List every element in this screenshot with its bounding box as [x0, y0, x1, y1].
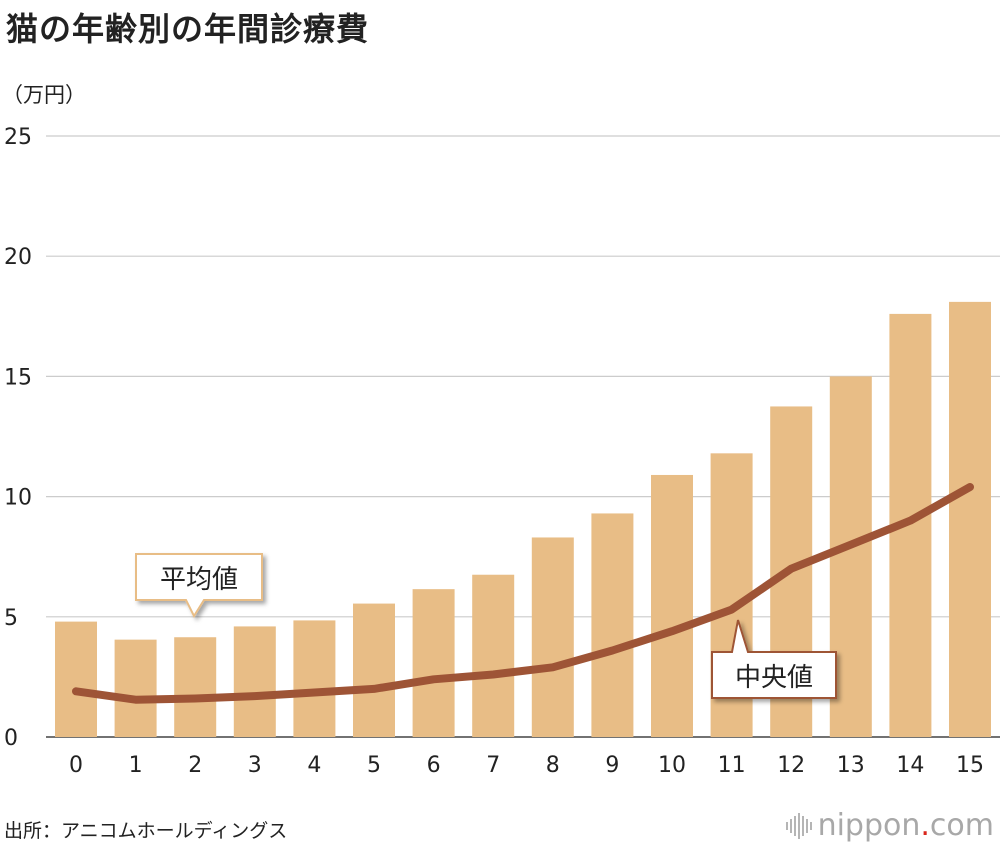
x-tick-label: 11 — [718, 753, 746, 778]
median-point — [609, 647, 616, 654]
x-axis-ticks: 0 1 2 3 4 5 6 7 8 9 10 11 12 13 14 15 — [69, 753, 984, 778]
bar — [651, 474, 693, 737]
bar — [114, 639, 157, 737]
bar — [949, 301, 991, 737]
median-point — [967, 483, 973, 490]
median-point — [669, 628, 675, 635]
x-tick-label: 0 — [69, 753, 83, 778]
bar — [531, 537, 574, 737]
x-tick-label: 2 — [188, 753, 202, 778]
median-point — [788, 565, 795, 572]
bar — [174, 637, 217, 737]
x-tick-label: 5 — [367, 753, 381, 778]
bar — [591, 513, 634, 737]
y-tick-label: 10 — [4, 486, 32, 511]
median-point — [549, 664, 556, 671]
callout-average-label: 平均値 — [160, 565, 238, 595]
x-tick-label: 14 — [896, 753, 924, 778]
median-point — [311, 689, 318, 696]
median-point — [73, 688, 79, 695]
median-point — [490, 671, 497, 678]
y-tick-label: 15 — [4, 365, 32, 390]
y-axis-unit-label: （万円） — [2, 83, 86, 107]
median-point — [371, 685, 377, 692]
chart-title: 猫の年齢別の年間診療費 — [6, 10, 370, 48]
y-tick-label: 5 — [4, 606, 18, 631]
x-tick-label: 3 — [248, 753, 262, 778]
y-axis-ticks: 0 5 10 15 20 25 — [4, 125, 32, 751]
x-tick-label: 9 — [605, 753, 619, 778]
x-tick-label: 8 — [546, 753, 560, 778]
median-point — [728, 606, 735, 613]
median-point — [430, 676, 437, 683]
callout-median — [711, 619, 837, 699]
brand-bars-icon — [785, 811, 812, 841]
x-tick-label: 6 — [427, 753, 441, 778]
median-line-layer — [72, 483, 974, 704]
y-tick-label: 25 — [4, 125, 32, 150]
callout-average — [135, 553, 263, 619]
median-point — [192, 695, 199, 702]
bar — [55, 621, 97, 737]
x-tick-label: 1 — [129, 753, 143, 778]
bar — [353, 603, 395, 737]
source-note: 出所：アニコムホールディングス — [4, 820, 288, 842]
bar — [293, 620, 336, 737]
bar — [472, 574, 515, 737]
y-tick-label: 20 — [4, 245, 32, 270]
x-tick-label: 7 — [486, 753, 500, 778]
median-point — [907, 517, 914, 524]
median-point — [132, 696, 139, 703]
x-tick-label: 10 — [658, 753, 686, 778]
x-tick-label: 13 — [837, 753, 865, 778]
median-line — [72, 483, 974, 704]
median-point — [847, 541, 854, 548]
brand-logo[interactable]: nippon.com — [785, 808, 994, 843]
median-point — [251, 693, 258, 700]
callout-median-label: 中央値 — [735, 663, 813, 693]
y-tick-label: 0 — [4, 726, 18, 751]
x-tick-label: 12 — [777, 753, 805, 778]
bar — [412, 589, 455, 737]
x-tick-label: 15 — [956, 753, 984, 778]
bar — [233, 626, 276, 737]
brand-name: nippon.com — [817, 808, 994, 843]
x-tick-label: 4 — [307, 753, 321, 778]
